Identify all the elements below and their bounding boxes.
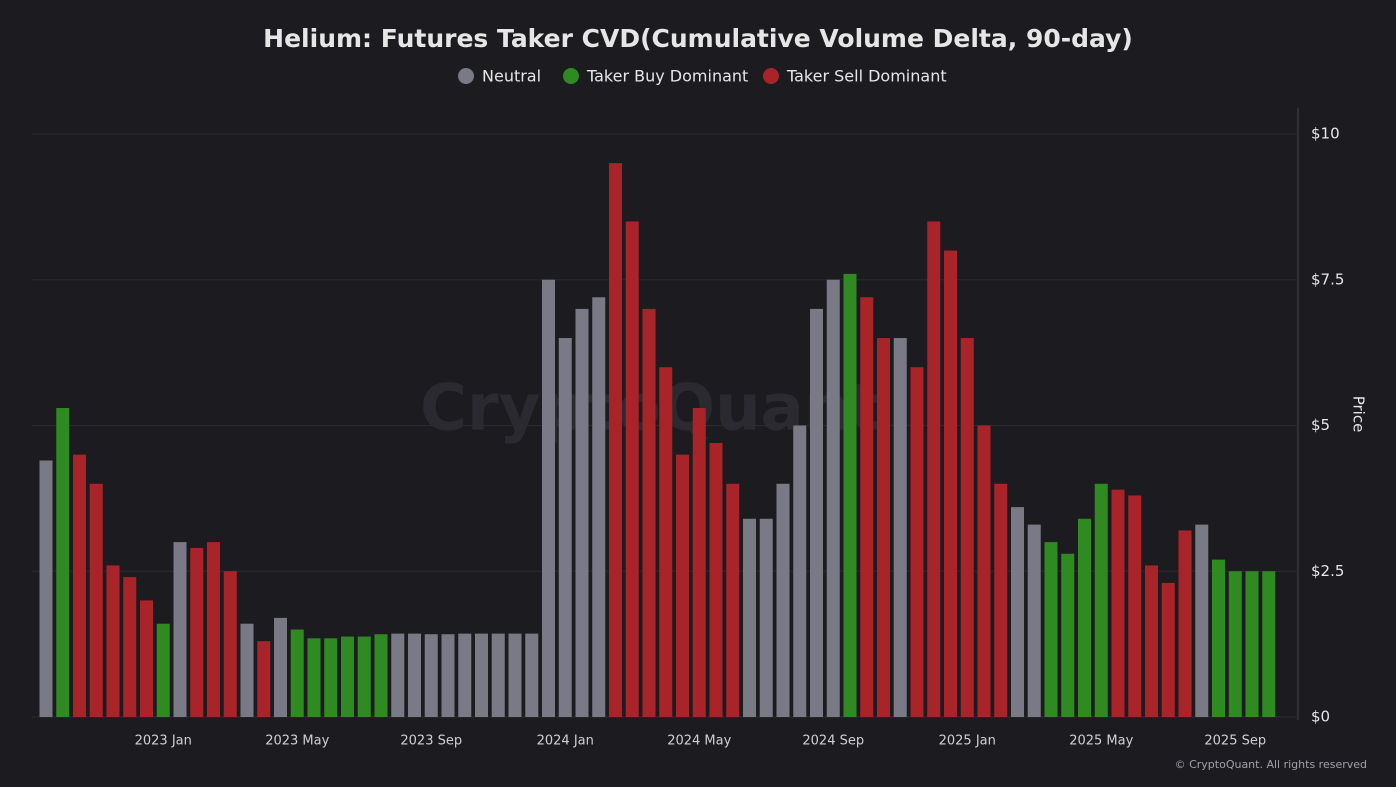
bar bbox=[793, 425, 807, 717]
bar bbox=[759, 518, 773, 717]
bar bbox=[642, 308, 656, 717]
bar bbox=[994, 483, 1008, 717]
bar bbox=[1011, 507, 1024, 717]
bar bbox=[374, 634, 388, 717]
bar bbox=[173, 542, 187, 717]
bar bbox=[1245, 571, 1259, 717]
bar bbox=[123, 577, 137, 717]
bar bbox=[424, 634, 438, 717]
bar bbox=[625, 221, 639, 717]
bar bbox=[1061, 553, 1075, 717]
x-tick-label: 2023 Sep bbox=[400, 734, 462, 749]
chart-title: Helium: Futures Taker CVD(Cumulative Vol… bbox=[263, 24, 1133, 53]
bar bbox=[1212, 559, 1225, 717]
bar bbox=[525, 633, 539, 717]
y-tick-label: $2.5 bbox=[1311, 562, 1344, 580]
legend-marker bbox=[763, 68, 779, 84]
bar bbox=[357, 636, 371, 717]
bar bbox=[39, 460, 53, 717]
bar bbox=[441, 634, 455, 717]
bar bbox=[240, 623, 254, 717]
bar bbox=[190, 547, 204, 717]
bar bbox=[207, 542, 220, 717]
bar bbox=[458, 633, 472, 717]
x-tick-label: 2024 Sep bbox=[802, 734, 864, 749]
bar bbox=[1145, 565, 1158, 717]
bar bbox=[324, 638, 338, 717]
bar bbox=[391, 633, 405, 717]
bar bbox=[1262, 571, 1276, 717]
bar bbox=[1161, 582, 1175, 717]
bar bbox=[1094, 483, 1108, 717]
y-tick-label: $7.5 bbox=[1311, 270, 1344, 288]
bar bbox=[73, 454, 86, 717]
bar bbox=[408, 633, 421, 717]
bar bbox=[726, 483, 740, 717]
x-tick-label: 2025 May bbox=[1069, 734, 1133, 749]
bar bbox=[558, 338, 572, 717]
bar bbox=[307, 638, 321, 717]
bar bbox=[609, 163, 622, 717]
credit: © CryptoQuant. All rights reserved bbox=[1175, 758, 1367, 771]
bar bbox=[89, 483, 103, 717]
bar bbox=[274, 617, 287, 717]
x-tick-label: 2024 May bbox=[667, 734, 731, 749]
bar bbox=[692, 408, 706, 717]
x-tick-label: 2023 Jan bbox=[135, 734, 192, 749]
legend-label: Taker Sell Dominant bbox=[786, 67, 947, 86]
bar bbox=[1078, 518, 1091, 717]
bar bbox=[257, 641, 271, 717]
bar bbox=[960, 338, 974, 717]
bar bbox=[977, 425, 991, 717]
x-tick-label: 2025 Jan bbox=[939, 734, 996, 749]
bar bbox=[659, 367, 673, 717]
bar bbox=[910, 367, 924, 717]
bar bbox=[1178, 530, 1192, 717]
y-tick-label: $10 bbox=[1311, 125, 1340, 143]
legend-marker bbox=[458, 68, 474, 84]
y-tick-label: $0 bbox=[1311, 708, 1330, 726]
bar bbox=[843, 273, 857, 717]
x-tick-label: 2025 Sep bbox=[1204, 734, 1266, 749]
bar bbox=[575, 308, 589, 717]
bar bbox=[877, 338, 890, 717]
bar bbox=[475, 633, 488, 717]
bar bbox=[1195, 524, 1209, 717]
bar bbox=[341, 636, 354, 717]
bar bbox=[1044, 542, 1058, 717]
bar bbox=[1228, 571, 1242, 717]
bar bbox=[676, 454, 689, 717]
bar bbox=[743, 518, 756, 717]
bar bbox=[1111, 489, 1125, 717]
bar bbox=[508, 633, 522, 717]
bar bbox=[542, 279, 555, 717]
bar bbox=[592, 297, 606, 717]
x-tick-label: 2024 Jan bbox=[537, 734, 594, 749]
bar bbox=[156, 623, 170, 717]
legend-label: Neutral bbox=[482, 67, 541, 86]
x-tick-label: 2023 May bbox=[265, 734, 329, 749]
bar bbox=[826, 279, 840, 717]
bar bbox=[290, 629, 304, 717]
bar bbox=[223, 571, 237, 717]
legend-marker bbox=[563, 68, 579, 84]
bar bbox=[56, 408, 70, 717]
bar bbox=[860, 297, 874, 717]
bar bbox=[810, 308, 823, 717]
bar bbox=[491, 633, 505, 717]
legend-label: Taker Buy Dominant bbox=[586, 67, 748, 86]
bar bbox=[1128, 495, 1142, 717]
y-tick-label: $5 bbox=[1311, 416, 1330, 434]
y-axis-label: Price bbox=[1350, 396, 1368, 433]
bar bbox=[927, 221, 941, 717]
bar bbox=[140, 600, 153, 717]
bar bbox=[1027, 524, 1041, 717]
bar bbox=[709, 442, 723, 717]
bar bbox=[776, 483, 790, 717]
bar bbox=[893, 338, 907, 717]
bar bbox=[944, 250, 957, 717]
bar bbox=[106, 565, 120, 717]
